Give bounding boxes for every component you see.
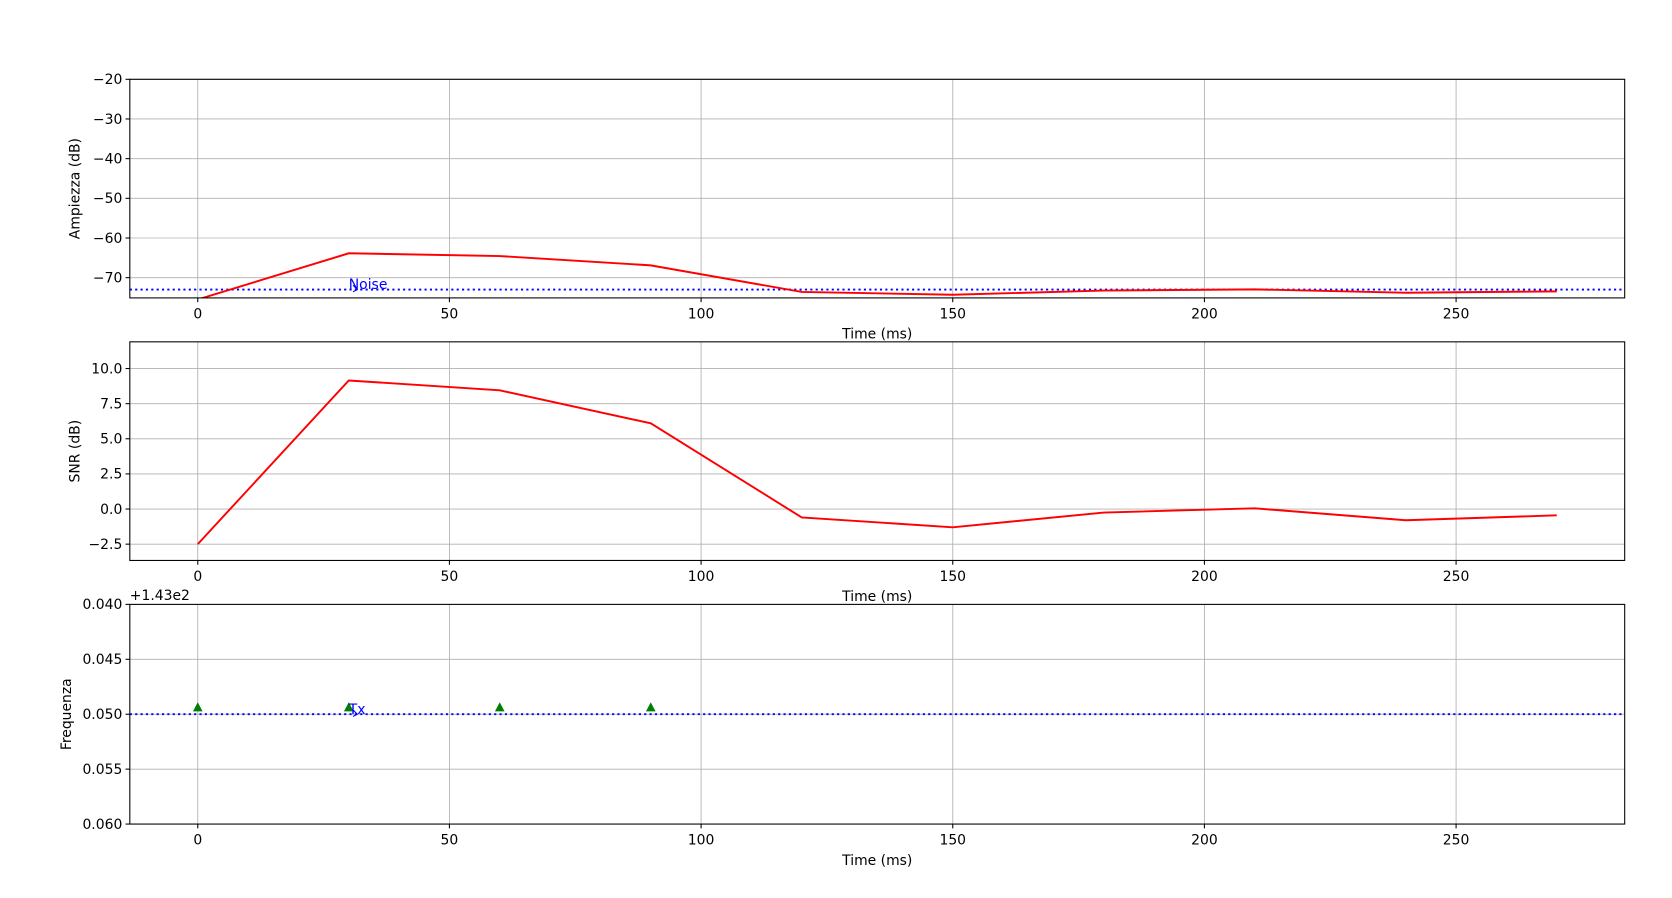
x-axis-label: Time (ms) (841, 327, 912, 343)
x-tick-label: 150 (939, 832, 966, 848)
x-tick-label: 200 (1191, 569, 1218, 585)
x-tick-label: 50 (441, 306, 459, 322)
x-tick-label: 100 (688, 569, 715, 585)
x-tick-label: 50 (441, 569, 459, 585)
x-tick-label: 250 (1443, 832, 1470, 848)
subplot: 0 50 100 150 200 250 −2.5 0.0 2.5 5.0 7.5 10.0 Time … (67, 341, 1626, 605)
y-tick-label: −2.5 (89, 537, 123, 553)
y-tick-label: −60 (93, 231, 122, 247)
plot-area (129, 252, 1625, 298)
y-tick-label: 10.0 (91, 361, 122, 377)
x-tick-label: 250 (1443, 569, 1470, 585)
annotation: Noise (349, 277, 388, 293)
x-tick-label: 0 (193, 832, 202, 848)
annotation-arrow (352, 709, 359, 717)
y-tick-label: 0.0 (100, 502, 122, 518)
subplot: 0 50 100 150 200 250 −70 −60 −50 −40 −30 −20 Time (m… (67, 72, 1626, 343)
line (199, 252, 1557, 298)
x-tick-label: 50 (441, 832, 459, 848)
marker (645, 702, 656, 712)
y-tick-label: 5.0 (100, 432, 122, 448)
x-tick-label: 150 (939, 569, 966, 585)
x-tick-label: 250 (1443, 306, 1470, 322)
annotation: Tx (348, 702, 366, 718)
annotation-arrow (352, 284, 359, 293)
y-tick-label: −70 (93, 270, 122, 286)
y-tick-label: −30 (93, 112, 122, 128)
x-tick-label: 0 (193, 306, 202, 322)
x-tick-label: 100 (688, 306, 715, 322)
axes-frame (129, 78, 1626, 299)
axes-frame (129, 603, 1626, 825)
plot-area (129, 702, 1625, 716)
marker (343, 702, 354, 712)
y-tick-label: 7.5 (100, 396, 122, 412)
x-tick-label: 200 (1191, 832, 1218, 848)
y-tick-label: −50 (93, 191, 122, 207)
x-tick-label: 100 (688, 832, 715, 848)
y-tick-label: −40 (93, 151, 122, 167)
y-tick-label: −20 (93, 72, 122, 88)
y-tick-label: 0.045 (82, 652, 122, 668)
y-axis-label: Ampiezza (dB) (67, 138, 83, 239)
x-axis-label: Time (ms) (841, 589, 912, 605)
marker (494, 702, 505, 712)
x-tick-label: 0 (193, 569, 202, 585)
y-axis-label: Frequenza (59, 678, 75, 750)
y-tick-label: 0.055 (82, 762, 122, 778)
offset-label: +1.43e2 (130, 588, 190, 604)
plot-area (197, 379, 1557, 545)
y-tick-label: 2.5 (100, 467, 122, 483)
axes-frame (129, 341, 1626, 561)
marker (192, 702, 203, 712)
x-tick-label: 150 (939, 306, 966, 322)
subplot: 0 50 100 150 200 250 0.060 0.055 0.050 0.045 0.040… (59, 588, 1626, 869)
y-tick-label: 0.040 (82, 597, 122, 613)
y-axis-label: SNR (dB) (67, 420, 83, 483)
x-tick-label: 200 (1191, 306, 1218, 322)
y-tick-label: 0.050 (82, 707, 122, 723)
line (197, 379, 1557, 545)
x-axis-label: Time (ms) (841, 853, 912, 869)
y-tick-label: 0.060 (82, 817, 122, 833)
